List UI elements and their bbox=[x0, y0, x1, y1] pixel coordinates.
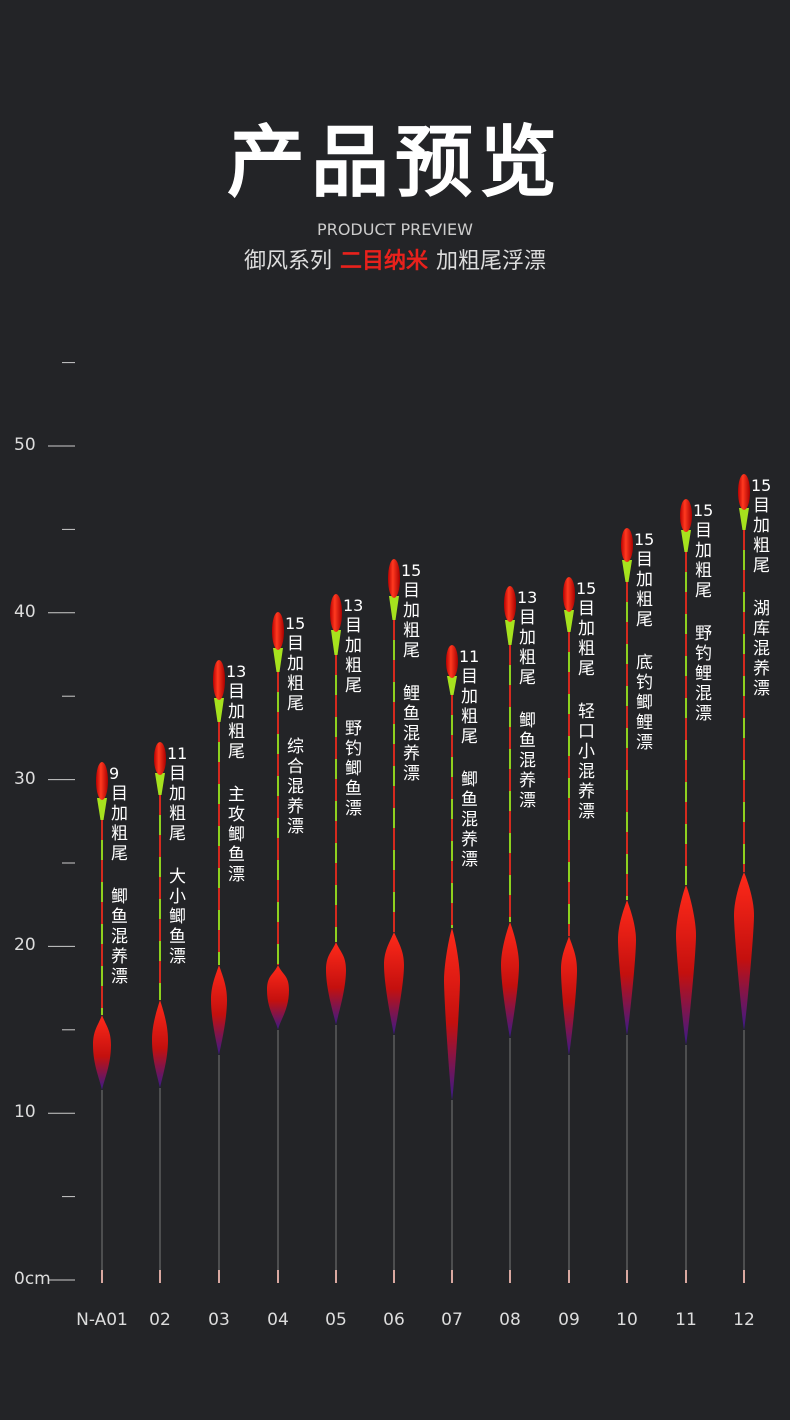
tip-green bbox=[505, 620, 515, 645]
tail-label: 目加粗尾 bbox=[691, 521, 711, 601]
tail-label: 目加粗尾 bbox=[224, 682, 244, 762]
tip-green bbox=[622, 560, 632, 582]
tip-red bbox=[330, 594, 342, 632]
float-use: 鲫鱼混养漂 bbox=[107, 887, 127, 987]
title: 产品预览 bbox=[226, 118, 563, 208]
series-suffix: 加粗尾浮漂 bbox=[436, 249, 547, 274]
float-body bbox=[384, 932, 404, 1035]
ruler-label: 40 bbox=[14, 601, 36, 622]
tail-mesh: 15 bbox=[576, 579, 597, 598]
tip-green bbox=[214, 698, 224, 722]
float-use: 大小鲫鱼漂 bbox=[165, 867, 185, 967]
tail-mesh: 13 bbox=[343, 596, 364, 615]
tip-red bbox=[621, 528, 633, 562]
tail-mesh: 9 bbox=[109, 764, 120, 783]
tip-green bbox=[155, 773, 165, 795]
ruler-label: 10 bbox=[14, 1102, 36, 1123]
tail-label: 目加粗尾 bbox=[749, 496, 769, 576]
tip-red bbox=[272, 612, 284, 650]
tip-red bbox=[96, 762, 108, 800]
model-label: 03 bbox=[208, 1310, 230, 1330]
float-use: 湖库混养漂 bbox=[749, 599, 769, 699]
tip-red bbox=[680, 499, 692, 532]
tail-label: 目加粗尾 bbox=[107, 784, 127, 864]
tip-green bbox=[564, 610, 574, 632]
tail-mesh: 11 bbox=[459, 647, 480, 666]
model-label: 08 bbox=[499, 1310, 521, 1330]
float-use: 主攻鲫鱼漂 bbox=[224, 785, 244, 885]
model-label: 06 bbox=[383, 1310, 405, 1330]
tail-label: 目加粗尾 bbox=[165, 764, 185, 844]
model-label: 04 bbox=[267, 1310, 289, 1330]
tip-green bbox=[389, 596, 399, 620]
float-body bbox=[501, 922, 519, 1038]
tip-red bbox=[388, 559, 400, 598]
float-body bbox=[444, 928, 460, 1100]
float-use: 综合混养漂 bbox=[283, 737, 303, 837]
model-label: 12 bbox=[733, 1310, 755, 1330]
tail-mesh: 15 bbox=[401, 561, 422, 580]
series-prefix: 御风系列 bbox=[243, 249, 332, 274]
tail-mesh: 13 bbox=[226, 662, 247, 681]
model-label: 10 bbox=[616, 1310, 638, 1330]
tip-red bbox=[154, 742, 166, 775]
tail-label: 目加粗尾 bbox=[457, 667, 477, 747]
subtitle: 御风系列 二目纳米 加粗尾浮漂 bbox=[0, 243, 790, 275]
tail-mesh: 15 bbox=[285, 614, 306, 633]
float-use: 轻口小混养漂 bbox=[574, 702, 594, 822]
tip-green bbox=[447, 676, 457, 695]
tail-mesh: 15 bbox=[634, 530, 655, 549]
tip-green bbox=[97, 798, 107, 820]
tip-green bbox=[273, 648, 283, 672]
float-use: 鲤鱼混养漂 bbox=[399, 684, 419, 784]
float-body bbox=[618, 900, 636, 1035]
ruler-label: 50 bbox=[14, 435, 36, 455]
tail-label: 目加粗尾 bbox=[515, 608, 535, 688]
model-label: 11 bbox=[675, 1310, 697, 1330]
subtitle-en: PRODUCT PREVIEW bbox=[317, 220, 473, 239]
tip-green bbox=[331, 630, 341, 655]
model-label: N-A01 bbox=[76, 1310, 128, 1330]
ruler-label: 20 bbox=[14, 935, 36, 956]
float-use: 底钓鲫鲤漂 bbox=[632, 653, 652, 753]
tail-mesh: 15 bbox=[693, 501, 714, 520]
tip-red bbox=[446, 645, 458, 678]
float-body bbox=[734, 872, 754, 1030]
tip-red bbox=[213, 660, 225, 700]
ruler-label: 0cm bbox=[14, 1269, 51, 1289]
tip-green bbox=[739, 508, 749, 530]
float-use: 鲫鱼混养漂 bbox=[515, 711, 535, 811]
model-label: 02 bbox=[149, 1310, 171, 1330]
tip-red bbox=[504, 586, 516, 622]
tail-mesh: 11 bbox=[167, 744, 188, 763]
model-label: 05 bbox=[325, 1310, 347, 1330]
model-label: 07 bbox=[441, 1310, 463, 1330]
float-body bbox=[561, 936, 577, 1055]
float-body bbox=[93, 1015, 111, 1090]
float-use: 野钓鲫鱼漂 bbox=[341, 719, 361, 819]
tail-label: 目加粗尾 bbox=[399, 581, 419, 661]
tip-red bbox=[738, 474, 750, 510]
tail-label: 目加粗尾 bbox=[632, 550, 652, 630]
tip-red bbox=[563, 577, 575, 612]
series-highlight: 二目纳米 bbox=[339, 249, 428, 274]
ruler-label: 30 bbox=[14, 768, 36, 789]
model-label: 09 bbox=[558, 1310, 580, 1330]
tip-green bbox=[681, 530, 691, 552]
float-use: 野钓鲤混漂 bbox=[691, 624, 711, 724]
float-body bbox=[676, 885, 696, 1045]
tail-label: 目加粗尾 bbox=[574, 599, 594, 679]
float-body bbox=[211, 965, 227, 1055]
tail-label: 目加粗尾 bbox=[283, 634, 303, 714]
tail-mesh: 15 bbox=[751, 476, 772, 495]
float-body bbox=[326, 942, 346, 1025]
tail-label: 目加粗尾 bbox=[341, 616, 361, 696]
float-body bbox=[267, 965, 289, 1030]
float-use: 鲫鱼混养漂 bbox=[457, 770, 477, 870]
tail-mesh: 13 bbox=[517, 588, 538, 607]
float-body bbox=[152, 1000, 168, 1088]
